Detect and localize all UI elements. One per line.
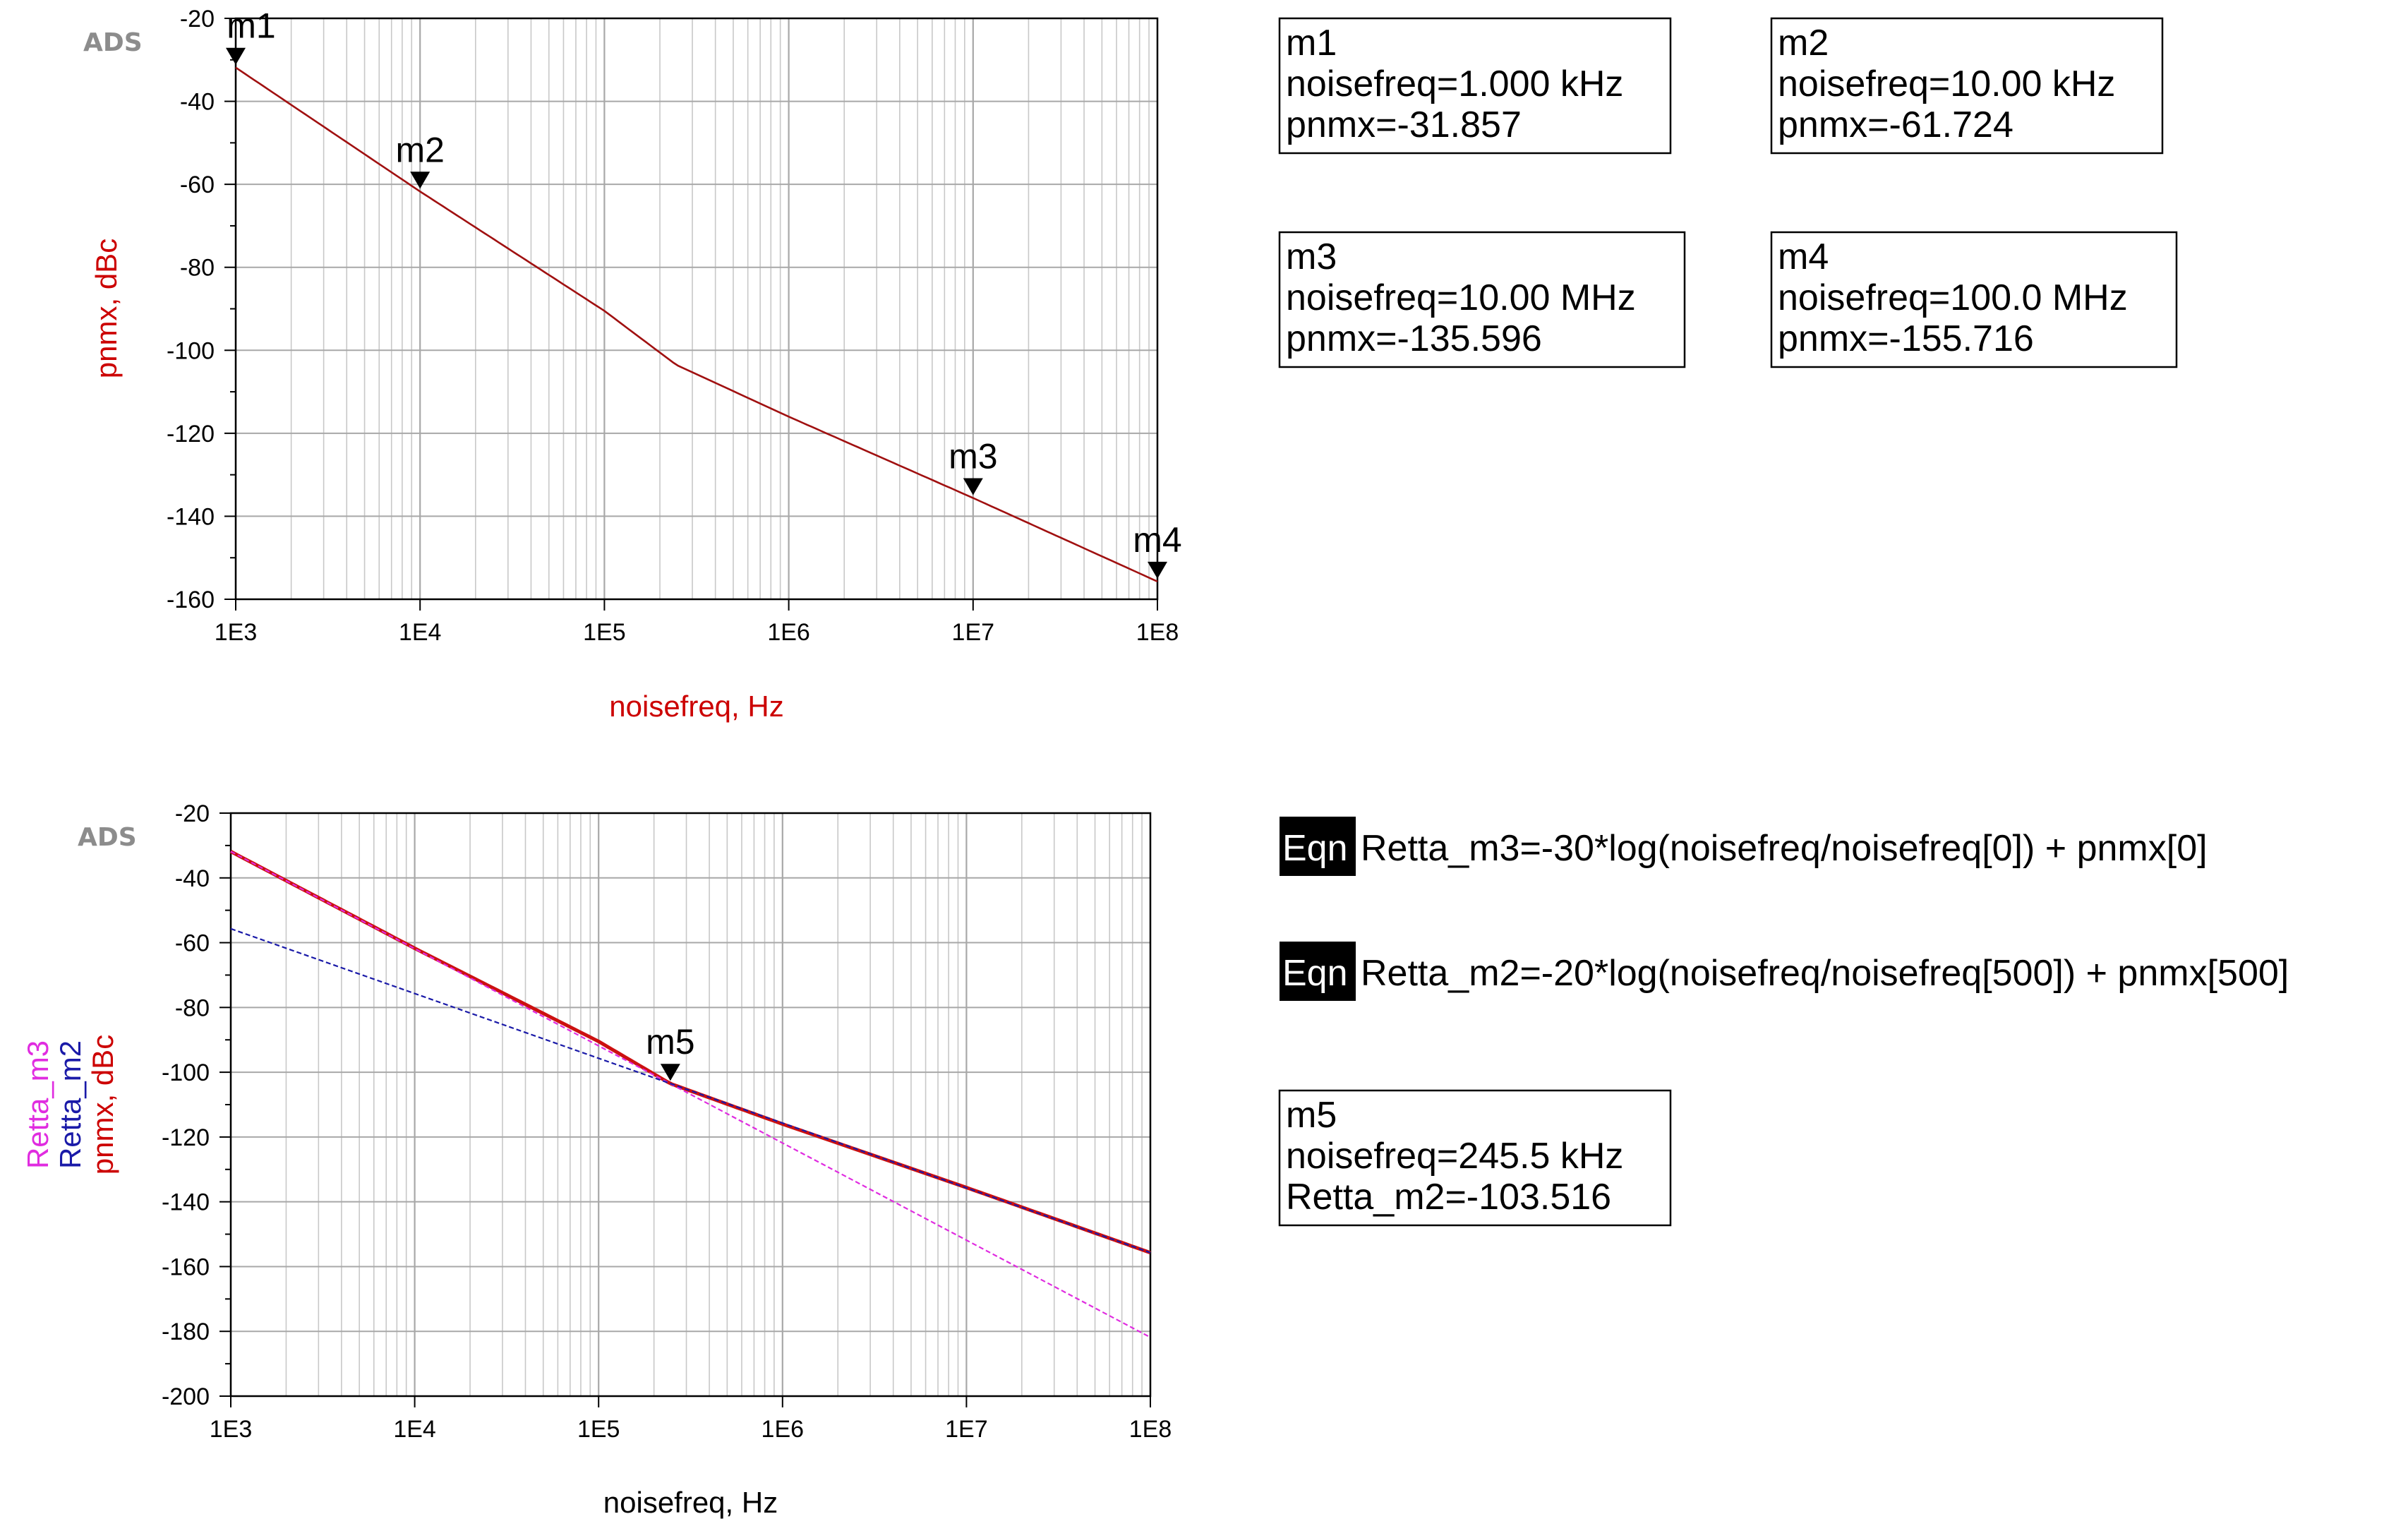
readout-frame xyxy=(1770,17,2164,155)
readout-line: m1 xyxy=(1286,23,1337,64)
readout-line: pnmx=-61.724 xyxy=(1778,104,2013,145)
ads-logo: ADS xyxy=(83,28,143,57)
x-tick-label: 1E4 xyxy=(393,1416,436,1443)
marker-m4-label: m4 xyxy=(1133,520,1181,560)
y-tick-label: -40 xyxy=(180,89,215,116)
marker-m1-triangle[interactable] xyxy=(226,47,246,65)
marker-m3-triangle[interactable] xyxy=(963,478,983,495)
y-tick-label: -60 xyxy=(180,172,215,198)
marker-m5-triangle[interactable] xyxy=(660,1064,680,1081)
eqn-badge-label: Eqn xyxy=(1282,953,1348,994)
x-tick-label: 1E6 xyxy=(761,1416,805,1443)
y-tick-label: -120 xyxy=(167,421,215,447)
readout-line: m4 xyxy=(1778,236,1829,277)
grid xyxy=(219,812,1151,1407)
marker-m4-triangle[interactable] xyxy=(1148,561,1167,579)
ads-logo: ADS xyxy=(78,823,137,852)
y-axis-title: pnmx, dBc xyxy=(90,239,123,378)
series-pnmx-line xyxy=(235,66,1158,582)
equation[interactable]: Eqn Retta_m2=-20*log(noisefreq/noisefreq[… xyxy=(1280,942,2289,1001)
readout-line: pnmx=-135.596 xyxy=(1286,318,1542,359)
x-tick-label: 1E3 xyxy=(215,619,258,646)
readout-line: noisefreq=10.00 kHz xyxy=(1778,64,2115,104)
marker-m1-label: m1 xyxy=(227,6,275,46)
y-tick-label: -180 xyxy=(162,1318,210,1345)
y-tick-label: -100 xyxy=(167,337,215,364)
x-tick-label: 1E5 xyxy=(583,619,626,646)
x-axis-title: noisefreq, Hz xyxy=(603,1486,778,1519)
y-tick-label: -120 xyxy=(162,1124,210,1151)
y-tick-label: -60 xyxy=(175,930,210,957)
y-tick-label: -140 xyxy=(167,503,215,530)
marker-m2-triangle[interactable] xyxy=(410,172,431,189)
y-tick-label: -40 xyxy=(175,865,210,892)
y-tick-label: -140 xyxy=(162,1189,210,1216)
x-tick-label: 1E7 xyxy=(952,619,995,646)
x-tick-label: 1E8 xyxy=(1129,1416,1172,1443)
readout-frame xyxy=(1278,231,1686,368)
eqn-badge-label: Eqn xyxy=(1282,828,1348,869)
grid xyxy=(224,18,1158,611)
x-tick-label: 1E8 xyxy=(1136,619,1179,646)
readout-line: pnmx=-155.716 xyxy=(1778,318,2034,359)
y-tick-label: -80 xyxy=(175,995,210,1021)
y-tick-label: -100 xyxy=(162,1059,210,1086)
chart-2: ADS-20-40-60-80-100-120-140-160-180-2001… xyxy=(21,800,2289,1519)
marker-m3-label: m3 xyxy=(949,437,997,476)
readout-frame xyxy=(1278,1089,1672,1227)
y-axis-title: pnmx, dBc xyxy=(86,1035,119,1174)
y-tick-label: -160 xyxy=(167,587,215,613)
y-tick-label: -20 xyxy=(175,800,210,827)
readout-line: noisefreq=10.00 MHz xyxy=(1286,277,1636,318)
x-tick-label: 1E5 xyxy=(577,1416,620,1443)
y-axis-title: Retta_m2 xyxy=(54,1040,87,1169)
eqn-badge xyxy=(1280,817,1356,876)
series-retta-m3-line xyxy=(230,851,1151,1338)
y-tick-label: -160 xyxy=(162,1254,210,1280)
readout-line: m3 xyxy=(1286,236,1337,277)
readout-line: noisefreq=1.000 kHz xyxy=(1286,64,1623,104)
marker-m5-label: m5 xyxy=(646,1022,694,1062)
readout-line: pnmx=-31.857 xyxy=(1286,104,1522,145)
y-axis-title: Retta_m3 xyxy=(21,1040,54,1169)
x-axis-title: noisefreq, Hz xyxy=(609,690,783,723)
eqn-badge xyxy=(1280,942,1356,1001)
y-tick-label: -80 xyxy=(180,255,215,282)
marker-m2-label: m2 xyxy=(395,130,444,169)
readout-line: noisefreq=100.0 MHz xyxy=(1778,277,2128,318)
y-tick-label: -200 xyxy=(162,1383,210,1410)
plot-frame xyxy=(234,17,1159,601)
x-tick-label: 1E6 xyxy=(767,619,810,646)
plot-frame xyxy=(229,812,1152,1398)
y-tick-label: -20 xyxy=(180,6,215,32)
readout-line: Retta_m2=-103.516 xyxy=(1286,1177,1611,1218)
equation-text: Retta_m2=-20*log(noisefreq/noisefreq[500… xyxy=(1361,953,2289,994)
x-tick-label: 1E4 xyxy=(399,619,442,646)
x-tick-label: 1E7 xyxy=(945,1416,988,1443)
readout-line: m2 xyxy=(1778,23,1829,64)
readout-line: noisefreq=245.5 kHz xyxy=(1286,1136,1623,1177)
readout-frame xyxy=(1770,231,2178,368)
x-tick-label: 1E3 xyxy=(210,1416,253,1443)
equation-text: Retta_m3=-30*log(noisefreq/noisefreq[0])… xyxy=(1361,828,2208,869)
readout-frame xyxy=(1278,17,1672,155)
equation[interactable]: Eqn Retta_m3=-30*log(noisefreq/noisefreq[… xyxy=(1280,817,2208,876)
readout-line: m5 xyxy=(1286,1095,1337,1136)
